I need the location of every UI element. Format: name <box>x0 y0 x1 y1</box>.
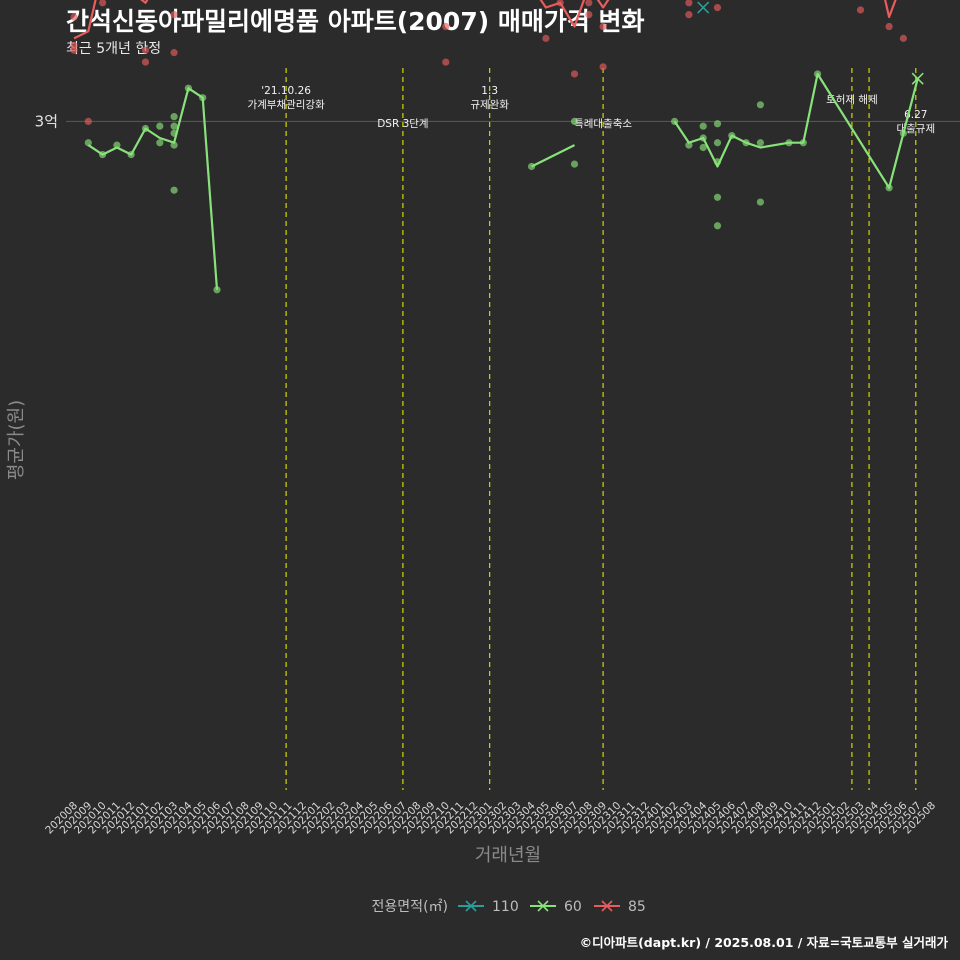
data-point <box>713 3 722 12</box>
event-label: '21.10.26 <box>261 85 311 97</box>
data-point <box>70 41 78 50</box>
legend-title: 전용면적(㎡) <box>372 899 448 915</box>
legend: 전용면적(㎡) 110 60 85 <box>372 899 646 915</box>
series-line <box>73 0 897 40</box>
data-point <box>213 286 221 294</box>
data-point <box>899 34 908 42</box>
data-point <box>699 122 707 130</box>
data-point <box>713 139 722 147</box>
data-point <box>141 58 150 66</box>
y-axis-title: 평균가(원) <box>6 400 27 480</box>
data-point <box>442 58 450 66</box>
data-point <box>756 101 765 109</box>
data-point <box>156 122 164 130</box>
data-point <box>141 46 150 54</box>
event-label: 토허제 해제 <box>826 93 878 106</box>
event-label: 규제완화 <box>470 98 509 111</box>
data-point <box>699 143 707 152</box>
data-point <box>113 141 121 149</box>
latest-marker <box>697 1 710 14</box>
data-point <box>756 139 765 147</box>
data-point <box>570 117 579 125</box>
data-point <box>585 11 593 19</box>
data-point <box>599 63 607 71</box>
x-axis-title: 거래년월 <box>475 845 541 866</box>
data-point <box>84 117 92 125</box>
data-point <box>713 222 722 230</box>
data-point <box>170 11 178 19</box>
data-point <box>442 22 450 31</box>
series-85 <box>70 0 908 125</box>
y-tick-label: 3억 <box>35 112 58 130</box>
series-line <box>87 87 219 290</box>
data-point <box>585 0 593 7</box>
event-label: 가계부채관리강화 <box>247 99 325 111</box>
source-caption: ©디아파트(dapt.kr) / 2025.08.01 / 자료=국토교통부 실… <box>580 935 949 950</box>
data-point <box>685 0 693 7</box>
data-point <box>713 120 722 128</box>
legend-label: 110 <box>492 899 519 915</box>
series-60 <box>84 70 924 294</box>
data-point <box>170 122 178 130</box>
event-label: 특례대출축소 <box>574 118 632 130</box>
event-label: DSR 3단계 <box>377 118 428 130</box>
chart-title: 간석신동아파밀리에명품 아파트(2007) 매매가격 변화 <box>66 7 645 36</box>
data-point <box>570 70 579 78</box>
x-axis: 2020082020092020102020112020122021012021… <box>43 799 938 836</box>
series-110 <box>697 1 710 14</box>
event-label: 1.3 <box>481 85 498 97</box>
data-point <box>685 11 693 19</box>
series-line <box>531 144 575 168</box>
legend-swatch-marker <box>465 900 477 912</box>
data-point <box>156 139 164 147</box>
y-axis: 3억4억5억 <box>35 112 58 130</box>
legend-label: 60 <box>564 899 582 915</box>
data-point <box>170 141 178 149</box>
data-point <box>170 186 178 194</box>
data-point <box>713 193 722 201</box>
data-point <box>570 160 579 168</box>
data-point <box>599 22 607 31</box>
chart-subtitle: 최근 5개년 한정 <box>66 41 161 57</box>
data-point <box>70 13 78 21</box>
data-point <box>170 113 178 121</box>
series-layer <box>70 0 924 294</box>
legend-swatch-marker <box>537 900 549 912</box>
data-point <box>685 141 693 149</box>
data-point <box>756 198 765 206</box>
latest-marker <box>911 72 924 85</box>
data-point <box>542 34 550 42</box>
legend-label: 85 <box>628 899 646 915</box>
data-point <box>170 49 178 57</box>
grid <box>66 120 960 122</box>
series-line <box>673 72 919 189</box>
legend-swatch-marker <box>601 900 613 912</box>
data-point <box>856 6 865 14</box>
data-point <box>84 139 92 147</box>
data-point <box>99 0 107 7</box>
data-point <box>885 22 893 31</box>
